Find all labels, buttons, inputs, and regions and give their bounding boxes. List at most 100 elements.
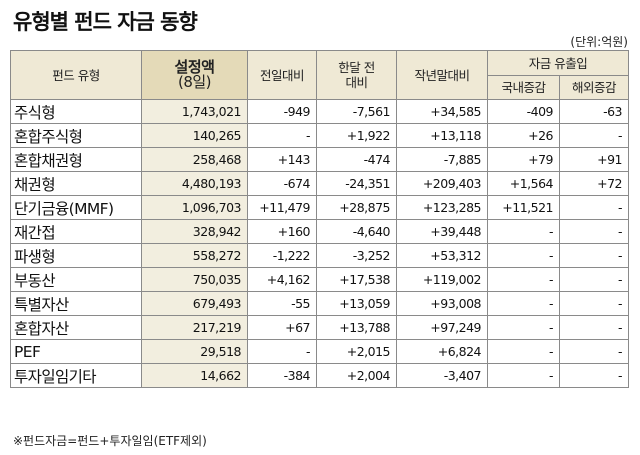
cell-domestic: +1,564 bbox=[487, 171, 560, 196]
cell-year-end: +6,824 bbox=[396, 339, 488, 364]
cell-domestic: -409 bbox=[487, 99, 560, 124]
cell-year-end: +119,002 bbox=[396, 267, 488, 292]
table-row: 혼합자산 217,219 +67 +13,788 +97,249- - bbox=[10, 315, 630, 340]
cell-month-ago: +2,004 bbox=[316, 363, 397, 388]
table-body: 주식형 1,743,021 -949 -7,561 +34,585 -409 -63 혼합주식… bbox=[10, 99, 630, 388]
header-year-end: 작년말대비 bbox=[396, 50, 488, 100]
cell-overseas: - bbox=[558, 195, 630, 220]
header-domestic: 국내증감 bbox=[487, 75, 560, 100]
cell-prev-day: +67 bbox=[247, 315, 317, 340]
cell-overseas: +91 bbox=[558, 147, 630, 172]
unit-label: (단위:억원) bbox=[570, 35, 628, 49]
cell-prev-day: -949 bbox=[247, 99, 317, 124]
cell-month-ago: +13,788 bbox=[316, 315, 397, 340]
cell-overseas: - bbox=[558, 123, 630, 148]
cell-overseas: - bbox=[558, 291, 630, 316]
cell-prev-day: -1,222 bbox=[247, 243, 317, 268]
cell-month-ago: -7,561 bbox=[316, 99, 397, 124]
cell-year-end: +123,285 bbox=[396, 195, 488, 220]
cell-prev-day: -55 bbox=[247, 291, 317, 316]
cell-nav: 29,518 bbox=[141, 339, 248, 364]
header-flow-group: 자금 유출입 bbox=[486, 50, 630, 76]
cell-overseas: -63 bbox=[558, 99, 630, 124]
header-overseas: 해외증감 bbox=[558, 75, 630, 100]
header-nav-line2: (8일) bbox=[177, 73, 212, 91]
table-row: 재간접 328,942 +160 -4,640 +39,448- - bbox=[10, 219, 630, 244]
table-row: 파생형 558,272 -1,222 -3,252 +53,312- - bbox=[10, 243, 630, 268]
cell-fund-type: 특별자산 bbox=[10, 291, 142, 316]
cell-month-ago: +17,538 bbox=[316, 267, 397, 292]
cell-nav: 750,035 bbox=[141, 267, 248, 292]
cell-overseas: +72 bbox=[558, 171, 630, 196]
table-row: PEF 29,518- +2,015 +6,824- - bbox=[10, 339, 630, 364]
header-month-ago: 한달 전 대비 bbox=[316, 50, 397, 100]
cell-prev-day: -384 bbox=[247, 363, 317, 388]
cell-fund-type: 채권형 bbox=[10, 171, 142, 196]
cell-fund-type: PEF bbox=[10, 339, 142, 364]
cell-fund-type: 혼합주식형 bbox=[10, 123, 142, 148]
table-row: 채권형 4,480,193 -674 -24,351 +209,403 +1,564 +72 bbox=[10, 171, 630, 196]
cell-year-end: +34,585 bbox=[396, 99, 488, 124]
table-row: 투자일임기타 14,662 -384 +2,004 -3,407- - bbox=[10, 363, 630, 388]
cell-month-ago: +1,922 bbox=[316, 123, 397, 148]
cell-domestic: - bbox=[487, 363, 560, 388]
page-title: 유형별 펀드 자금 동향 bbox=[13, 10, 198, 34]
cell-fund-type: 혼합자산 bbox=[10, 315, 142, 340]
cell-fund-type: 투자일임기타 bbox=[10, 363, 142, 388]
cell-prev-day: +143 bbox=[247, 147, 317, 172]
cell-year-end: +97,249 bbox=[396, 315, 488, 340]
cell-nav: 1,096,703 bbox=[141, 195, 248, 220]
cell-domestic: +79 bbox=[487, 147, 560, 172]
cell-overseas: - bbox=[558, 315, 630, 340]
cell-month-ago: -24,351 bbox=[316, 171, 397, 196]
table-row: 혼합주식형 140,265- +1,922 +13,118 +26- bbox=[10, 123, 630, 148]
cell-month-ago: +13,059 bbox=[316, 291, 397, 316]
header-nav: 설정액 (8일) bbox=[141, 50, 248, 100]
header-month-ago-line2: 대비 bbox=[345, 75, 368, 90]
footnote: ※펀드자금=펀드+투자일임(ETF제외) bbox=[13, 434, 207, 448]
cell-domestic: +26 bbox=[487, 123, 560, 148]
cell-month-ago: -4,640 bbox=[316, 219, 397, 244]
cell-fund-type: 재간접 bbox=[10, 219, 142, 244]
fund-flow-table: 펀드 유형 설정액 (8일) 전일대비 한달 전 대비 작년말대비 자금 유출입… bbox=[10, 50, 630, 388]
cell-year-end: +39,448 bbox=[396, 219, 488, 244]
cell-nav: 14,662 bbox=[141, 363, 248, 388]
cell-fund-type: 파생형 bbox=[10, 243, 142, 268]
cell-year-end: +209,403 bbox=[396, 171, 488, 196]
cell-overseas: - bbox=[558, 267, 630, 292]
header-prev-day: 전일대비 bbox=[247, 50, 317, 100]
cell-prev-day: +4,162 bbox=[247, 267, 317, 292]
cell-month-ago: -3,252 bbox=[316, 243, 397, 268]
cell-fund-type: 단기금융(MMF) bbox=[10, 195, 142, 220]
cell-domestic: - bbox=[487, 219, 560, 244]
cell-fund-type: 혼합채권형 bbox=[10, 147, 142, 172]
cell-nav: 328,942 bbox=[141, 219, 248, 244]
table-row: 부동산 750,035 +4,162 +17,538 +119,002- - bbox=[10, 267, 630, 292]
cell-nav: 258,468 bbox=[141, 147, 248, 172]
cell-prev-day: +160 bbox=[247, 219, 317, 244]
cell-overseas: - bbox=[558, 219, 630, 244]
header-nav-line1: 설정액 bbox=[174, 58, 215, 76]
cell-overseas: - bbox=[558, 363, 630, 388]
cell-domestic: - bbox=[487, 291, 560, 316]
cell-prev-day: - bbox=[247, 339, 317, 364]
cell-year-end: +93,008 bbox=[396, 291, 488, 316]
cell-month-ago: +2,015 bbox=[316, 339, 397, 364]
cell-domestic: - bbox=[487, 339, 560, 364]
cell-domestic: - bbox=[487, 315, 560, 340]
header-month-ago-line1: 한달 전 bbox=[338, 60, 375, 75]
cell-domestic: +11,521 bbox=[487, 195, 560, 220]
table-row: 단기금융(MMF) 1,096,703 +11,479 +28,875 +123,285… bbox=[10, 195, 630, 220]
cell-nav: 217,219 bbox=[141, 315, 248, 340]
cell-overseas: - bbox=[558, 243, 630, 268]
cell-fund-type: 부동산 bbox=[10, 267, 142, 292]
cell-nav: 679,493 bbox=[141, 291, 248, 316]
table-row: 혼합채권형 258,468 +143 -474 -7,885 +79 +91 bbox=[10, 147, 630, 172]
cell-year-end: -3,407 bbox=[396, 363, 488, 388]
cell-domestic: - bbox=[487, 267, 560, 292]
cell-prev-day: -674 bbox=[247, 171, 317, 196]
cell-nav: 140,265 bbox=[141, 123, 248, 148]
cell-prev-day: - bbox=[247, 123, 317, 148]
cell-year-end: +13,118 bbox=[396, 123, 488, 148]
table-row: 주식형 1,743,021 -949 -7,561 +34,585 -409 -63 bbox=[10, 99, 630, 124]
